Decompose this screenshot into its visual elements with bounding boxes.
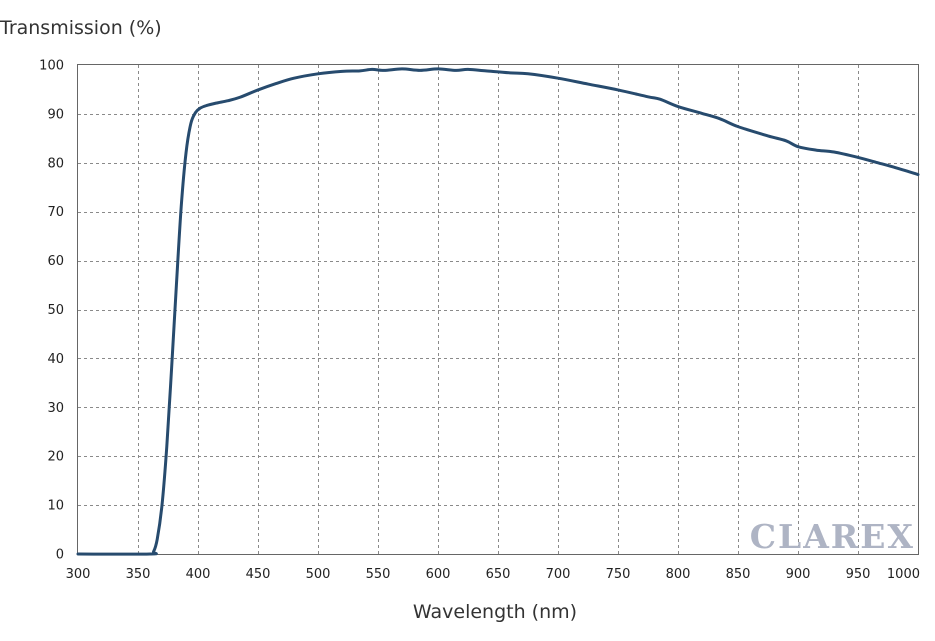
x-tick-label: 750 — [606, 567, 631, 582]
y-tick-label: 10 — [47, 499, 64, 514]
x-tick-label: 1000 — [887, 567, 920, 582]
x-tick-label: 650 — [486, 567, 511, 582]
x-tick-label: 350 — [126, 567, 151, 582]
y-tick-label: 90 — [47, 107, 64, 122]
y-tick-label: 0 — [56, 548, 64, 563]
x-tick-label: 400 — [186, 567, 211, 582]
x-tick-label: 900 — [786, 567, 811, 582]
x-tick-label: 700 — [546, 567, 571, 582]
brand-watermark: CLAREX — [750, 517, 915, 556]
series-layer — [76, 67, 920, 556]
x-tick-labels: 300 350 400 450 500 550 600 650 700 750 800 850 900 9… — [66, 567, 920, 582]
y-tick-label: 40 — [47, 352, 64, 367]
y-tick-label: 50 — [47, 303, 64, 318]
x-tick-label: 800 — [666, 567, 691, 582]
y-axis-title: Transmission (%) — [0, 17, 162, 39]
y-tick-label: 80 — [47, 156, 64, 171]
x-tick-label: 550 — [366, 567, 391, 582]
x-tick-label: 500 — [306, 567, 331, 582]
x-tick-label: 950 — [846, 567, 871, 582]
x-tick-label: 850 — [726, 567, 751, 582]
x-tick-label: 450 — [246, 567, 271, 582]
y-tick-label: 30 — [47, 401, 64, 416]
plot-frame — [77, 64, 919, 555]
transmission-curve — [76, 67, 920, 556]
x-axis-title: Wavelength (nm) — [413, 601, 577, 623]
y-tick-label: 60 — [47, 254, 64, 269]
y-tick-label: 70 — [47, 205, 64, 220]
y-tick-label: 100 — [39, 59, 64, 74]
y-tick-label: 20 — [47, 450, 64, 465]
x-tick-label: 300 — [66, 567, 91, 582]
x-tick-label: 600 — [426, 567, 451, 582]
y-tick-labels: 0 10 20 30 40 50 60 70 80 90 100 — [39, 59, 64, 563]
grid-lines — [78, 65, 918, 554]
